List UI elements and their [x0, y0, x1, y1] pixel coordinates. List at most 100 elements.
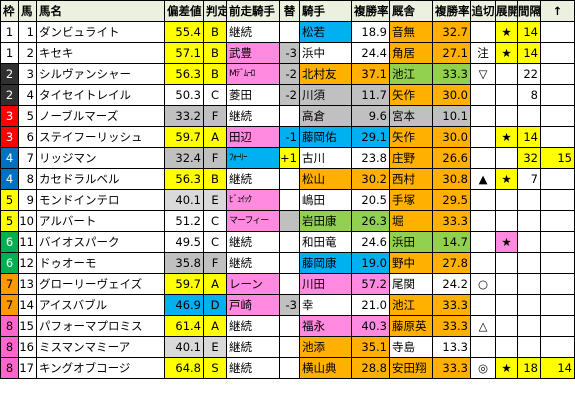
prev-jockey-cell: 継続	[226, 21, 280, 43]
jockey-rate-cell: 24.4	[351, 42, 390, 64]
change-cell	[279, 315, 300, 337]
header-trainer[interactable]: 厩舎	[389, 0, 433, 22]
table-row[interactable]: 3 6 ステイフーリッシュ 59.7 A 田辺 -1 藤岡佑 29.1 矢作 30.0 ★ 14	[0, 126, 575, 148]
trainer-rate-cell: 32.7	[432, 21, 471, 43]
table-row[interactable]: 8 16 ミスマンマミーア 40.1 E 継続 池添 35.1 寺島 13.3	[0, 336, 575, 358]
frame-cell: 6	[0, 252, 19, 274]
jockey-rate-cell: 21.0	[351, 294, 390, 316]
header-change[interactable]: 替	[279, 0, 300, 22]
number-cell: 7	[18, 147, 37, 169]
deviation-cell: 49.5	[164, 231, 204, 253]
header-prev-jockey[interactable]: 前走騎手	[226, 0, 280, 22]
number-cell: 5	[18, 105, 37, 127]
change-cell	[279, 105, 300, 127]
jockey-cell: 松山	[299, 168, 352, 190]
table-row[interactable]: 5 10 アルバート 51.2 C マーフィー 岩田康 26.3 堀 33.3	[0, 210, 575, 232]
horse-name-cell: シルヴァンシャー	[36, 63, 165, 85]
change-cell	[279, 252, 300, 274]
horse-name-cell: モンドインテロ	[36, 189, 165, 211]
trainer-cell: 池江	[389, 294, 433, 316]
prev-jockey-cell: 武豊	[226, 42, 280, 64]
header-number[interactable]: 馬	[18, 0, 37, 22]
table-row[interactable]: 7 14 アイスバブル 46.9 D 戸崎 -3 幸 21.0 池江 33.3	[0, 294, 575, 316]
horse-name-cell: グローリーヴェイズ	[36, 273, 165, 295]
header-jockey[interactable]: 騎手	[299, 0, 352, 22]
grade-cell: C	[203, 84, 227, 106]
header-frame[interactable]: 枠	[0, 0, 19, 22]
sort-cell	[540, 210, 575, 232]
table-row[interactable]: 5 9 モンドインテロ 40.1 E ﾋﾞｭｲｯｸ 嶋田 20.5 手塚 29.5	[0, 189, 575, 211]
header-chase[interactable]: 追切	[470, 0, 496, 22]
header-trainer-rate[interactable]: 複勝率	[432, 0, 471, 22]
jockey-cell: 嶋田	[299, 189, 352, 211]
table-row[interactable]: 8 17 キングオブコージ 64.8 S 継続 横山典 28.8 安田翔 33.3 ◎ ★ 18 14	[0, 357, 575, 379]
header-horse[interactable]: 馬名	[36, 0, 165, 22]
horse-name-cell: カセドラルベル	[36, 168, 165, 190]
prev-jockey-cell: 田辺	[226, 126, 280, 148]
header-interval[interactable]: 間隔	[517, 0, 541, 22]
grade-cell: S	[203, 357, 227, 379]
chase-cell	[470, 294, 496, 316]
header-sort-arrow-icon[interactable]: ↑	[540, 0, 575, 22]
table-row[interactable]: 2 3 シルヴァンシャー 56.3 B Mﾃﾞﾑｰﾛ -2 北村友 37.1 池江 33.3 ▽ 22	[0, 63, 575, 85]
interval-cell: 22	[517, 63, 541, 85]
chase-cell: ▽	[470, 63, 496, 85]
jockey-cell: 岩田康	[299, 210, 352, 232]
race-table: 枠 馬 馬名 偏差値 判定 前走騎手 替 騎手 複勝率 厩舎 複勝率 追切 展開…	[0, 0, 575, 379]
interval-cell	[517, 315, 541, 337]
chase-cell: 注	[470, 42, 496, 64]
deviation-cell: 57.1	[164, 42, 204, 64]
trainer-cell: 池江	[389, 63, 433, 85]
prev-jockey-cell: ﾋﾞｭｲｯｸ	[226, 189, 280, 211]
trainer-rate-cell: 29.5	[432, 189, 471, 211]
development-mark-cell	[495, 189, 518, 211]
table-row[interactable]: 1 1 ダンビュライト 55.4 B 継続 松若 18.9 音無 32.7 ★ 14	[0, 21, 575, 43]
horse-name-cell: ステイフーリッシュ	[36, 126, 165, 148]
sort-cell	[540, 21, 575, 43]
deviation-cell: 61.4	[164, 315, 204, 337]
number-cell: 11	[18, 231, 37, 253]
deviation-cell: 59.7	[164, 273, 204, 295]
grade-cell: F	[203, 147, 227, 169]
header-judge[interactable]: 判定	[203, 0, 227, 22]
table-row[interactable]: 4 8 カセドラルベル 56.3 B 継続 松山 30.2 西村 30.8 ▲ ★ 7	[0, 168, 575, 190]
deviation-cell: 56.3	[164, 63, 204, 85]
table-row[interactable]: 3 5 ノーブルマーズ 33.2 F 継続 高倉 9.6 宮本 10.1	[0, 105, 575, 127]
jockey-cell: 川須	[299, 84, 352, 106]
table-row[interactable]: 1 2 キセキ 57.1 B 武豊 -3 浜中 24.4 角居 27.1 注 ★ 14	[0, 42, 575, 64]
header-deviation[interactable]: 偏差値	[164, 0, 204, 22]
jockey-rate-cell: 57.2	[351, 273, 390, 295]
change-cell	[279, 168, 300, 190]
change-cell	[279, 189, 300, 211]
prev-jockey-cell: 菱田	[226, 84, 280, 106]
number-cell: 12	[18, 252, 37, 274]
development-mark-cell: ★	[495, 231, 518, 253]
deviation-cell: 55.4	[164, 21, 204, 43]
chase-cell: ◎	[470, 357, 496, 379]
sort-cell	[540, 336, 575, 358]
table-row[interactable]: 4 7 リッジマン 32.4 F ﾌｫｰﾘｰ +1 古川 23.8 庄野 26.6 32 15	[0, 147, 575, 169]
change-cell	[279, 357, 300, 379]
header-jockey-rate[interactable]: 複勝率	[351, 0, 390, 22]
frame-cell: 5	[0, 189, 19, 211]
interval-cell: 7	[517, 168, 541, 190]
grade-cell: A	[203, 273, 227, 295]
jockey-cell: 藤岡康	[299, 252, 352, 274]
number-cell: 6	[18, 126, 37, 148]
table-row[interactable]: 6 12 ドゥオーモ 35.8 F 継続 藤岡康 19.0 野中 27.8	[0, 252, 575, 274]
trainer-cell: 矢作	[389, 84, 433, 106]
trainer-cell: 庄野	[389, 147, 433, 169]
change-cell: +1	[279, 147, 300, 169]
table-row[interactable]: 8 15 パフォーマプロミス 61.4 A 継続 福永 40.3 藤原英 33.3 △	[0, 315, 575, 337]
deviation-cell: 56.3	[164, 168, 204, 190]
development-mark-cell: ★	[495, 168, 518, 190]
development-mark-cell: ★	[495, 42, 518, 64]
table-row[interactable]: 7 13 グローリーヴェイズ 59.7 A レーン 川田 57.2 尾関 24.2 ○	[0, 273, 575, 295]
number-cell: 14	[18, 294, 37, 316]
table-body: 1 1 ダンビュライト 55.4 B 継続 松若 18.9 音無 32.7 ★ 14 1 2 キセキ 57.1…	[0, 21, 575, 379]
deviation-cell: 32.4	[164, 147, 204, 169]
frame-cell: 8	[0, 336, 19, 358]
header-development[interactable]: 展開	[495, 0, 518, 22]
table-row[interactable]: 2 4 タイセイトレイル 50.3 C 菱田 -2 川須 11.7 矢作 30.0 8	[0, 84, 575, 106]
table-row[interactable]: 6 11 バイオスパーク 49.5 C 継続 和田竜 24.6 浜田 14.7 ★	[0, 231, 575, 253]
